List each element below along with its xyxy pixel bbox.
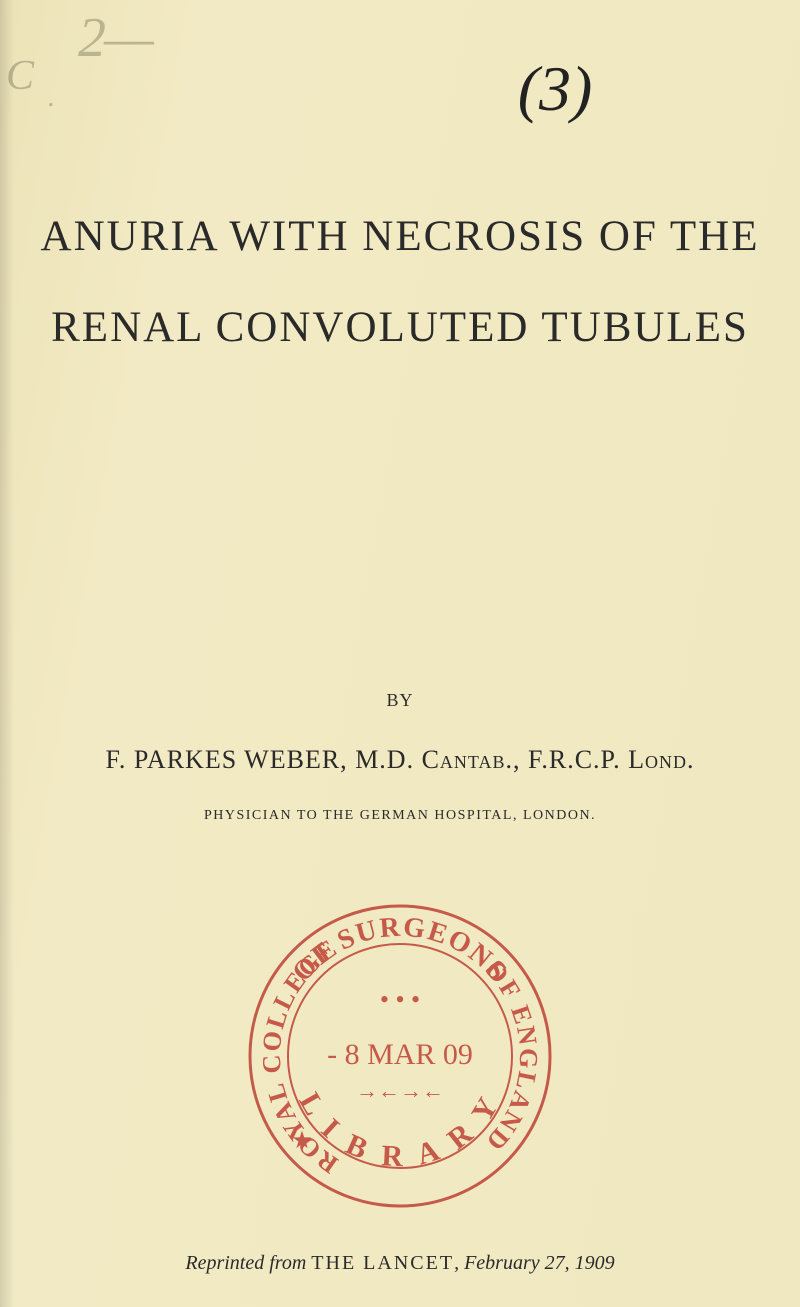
author-name: F. PARKES WEBER, (105, 745, 355, 774)
pencil-mark-two: 2— (78, 6, 152, 70)
author-line: F. PARKES WEBER, M.D. Cantab., F.R.C.P. … (0, 745, 800, 775)
page-left-shadow (0, 0, 14, 1307)
stamp-dots: • • • (380, 985, 420, 1014)
page-number-circled: (3) (490, 52, 620, 126)
title-line-2: RENAL CONVOLUTED TUBULES (0, 306, 800, 349)
author-degree2: F.R.C.P. (528, 745, 628, 774)
author-degree2-sc: Lond. (628, 745, 694, 774)
affiliation-line: PHYSICIAN TO THE GERMAN HOSPITAL, LONDON… (0, 808, 800, 824)
author-degree1: M.D. (355, 745, 421, 774)
stamp-ornament: →←→← (356, 1078, 444, 1103)
title-line-1: ANURIA WITH NECROSIS OF THE (0, 215, 800, 258)
reprint-line: Reprinted from THE LANCET, February 27, … (0, 1252, 800, 1275)
reprint-prefix: Reprinted from (185, 1252, 311, 1274)
by-label: BY (0, 690, 800, 711)
reprint-suffix: , February 27, 1909 (454, 1252, 615, 1274)
stamp-date: - 8 MAR 09 (327, 1038, 473, 1071)
pencil-mark-c: C (6, 52, 34, 100)
library-stamp: OF SURGEONS ROYAL COLLEGE OF ENGLAND L I… (232, 888, 568, 1224)
reprint-journal: THE LANCET (311, 1252, 454, 1274)
pencil-mark-dot: . (48, 82, 55, 114)
stamp-star-icon: ★ (291, 1128, 313, 1154)
author-degree1-sc: Cantab., (422, 745, 528, 774)
title-block: ANURIA WITH NECROSIS OF THE RENAL CONVOL… (0, 215, 800, 397)
